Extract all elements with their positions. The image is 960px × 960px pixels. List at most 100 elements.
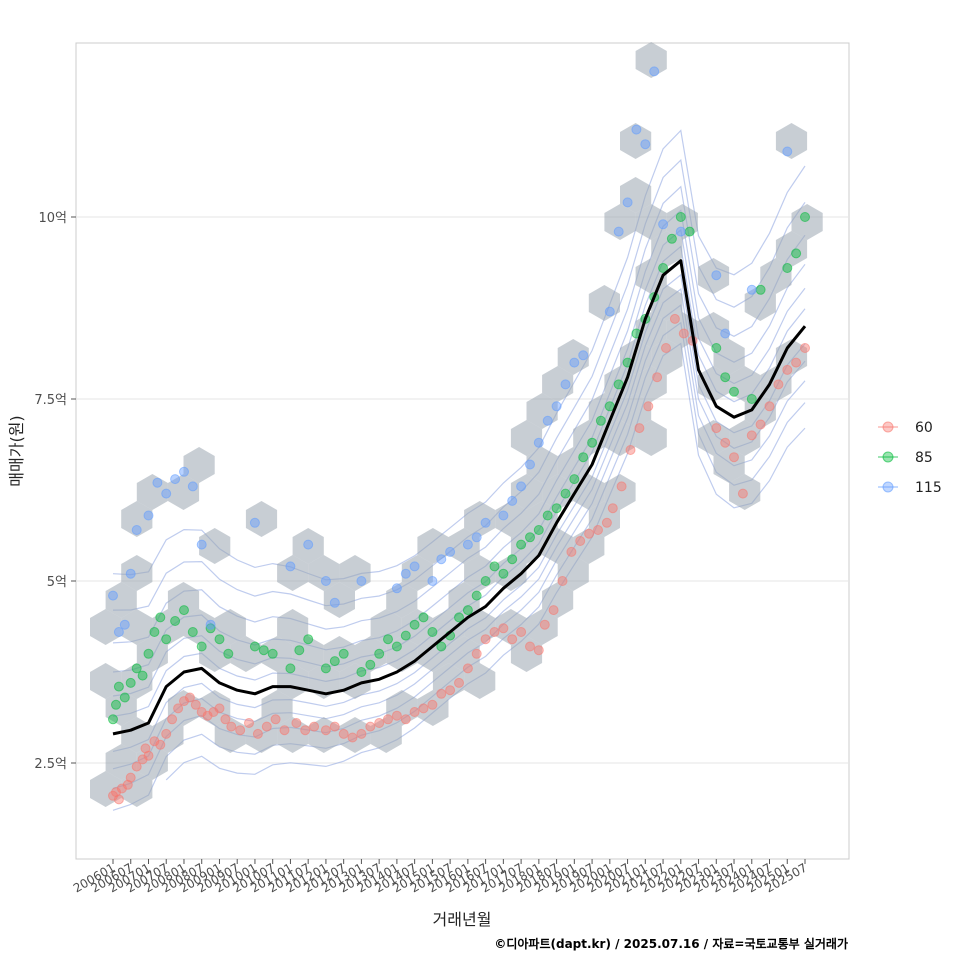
- data-point: [374, 718, 385, 728]
- hexbin-cell: [121, 609, 153, 645]
- data-point: [729, 452, 739, 463]
- data-point: [111, 699, 121, 710]
- data-point: [149, 736, 160, 747]
- data-point: [800, 212, 810, 222]
- hexbin-cell: [651, 285, 683, 321]
- hexbin-cell: [136, 474, 168, 510]
- data-point: [773, 379, 784, 390]
- hexbin-cell: [292, 528, 324, 564]
- hexbin-cell: [183, 447, 215, 483]
- data-point: [584, 528, 595, 539]
- hexbin-cell: [729, 420, 761, 456]
- hexbin-cell: [635, 366, 667, 402]
- y-tick-label: 10억: [38, 211, 67, 226]
- data-point: [548, 605, 559, 616]
- hexbin-cell: [245, 717, 278, 753]
- data-point: [711, 270, 722, 281]
- hexbin-cell: [308, 663, 340, 699]
- data-point: [640, 139, 651, 150]
- data-point: [675, 226, 686, 237]
- data-point: [764, 401, 775, 412]
- data-point: [613, 226, 624, 237]
- data-point: [649, 66, 660, 77]
- hexbin-cell: [620, 177, 652, 213]
- data-point: [131, 663, 142, 674]
- hexbin-cell: [573, 420, 605, 456]
- data-point: [249, 517, 260, 528]
- data-point: [507, 495, 518, 506]
- data-point: [184, 692, 195, 703]
- hexbin-cell: [370, 717, 402, 753]
- data-point: [729, 386, 739, 397]
- data-point: [720, 437, 731, 448]
- hexbin-cell: [323, 582, 355, 618]
- data-point: [755, 284, 766, 295]
- hexbin-cell: [791, 204, 823, 240]
- hexbin-cell: [666, 204, 698, 240]
- data-point: [409, 619, 420, 630]
- hexbin-cell: [495, 501, 527, 537]
- data-point: [179, 466, 189, 477]
- hexbin-cell: [121, 555, 153, 591]
- data-point: [498, 568, 509, 579]
- hexbin-cell: [432, 609, 465, 645]
- data-point: [155, 612, 166, 623]
- x-axis-title: 거래년월: [433, 910, 492, 929]
- data-point: [445, 546, 456, 557]
- data-point: [285, 561, 296, 572]
- data-point: [108, 590, 118, 601]
- data-point: [320, 576, 331, 586]
- data-point: [498, 510, 509, 521]
- data-point: [170, 616, 181, 626]
- data-point: [471, 532, 482, 543]
- data-point: [800, 343, 810, 353]
- data-point: [746, 284, 757, 295]
- data-point: [560, 488, 571, 499]
- data-point: [196, 707, 207, 717]
- data-point: [658, 219, 669, 230]
- data-point: [329, 656, 340, 667]
- data-point: [454, 677, 464, 688]
- data-point: [782, 364, 793, 375]
- data-point: [578, 350, 589, 361]
- data-point: [782, 146, 793, 157]
- hexbin-cell: [510, 474, 543, 510]
- data-point: [119, 619, 130, 630]
- data-point: [516, 481, 527, 492]
- data-point: [525, 641, 535, 652]
- hexbin-cell: [339, 555, 371, 591]
- data-point: [604, 306, 615, 317]
- data-point: [279, 725, 290, 736]
- data-point: [575, 536, 586, 546]
- hexbin-cell: [526, 609, 558, 645]
- legend-swatch-point: [882, 421, 894, 433]
- data-point: [338, 648, 349, 659]
- data-point: [746, 430, 757, 441]
- data-point: [533, 525, 544, 535]
- data-point: [418, 703, 429, 714]
- hexbin-cell: [417, 690, 449, 726]
- hexbin-cell: [713, 447, 745, 483]
- hexbin-cell: [542, 582, 574, 618]
- data-point: [131, 761, 142, 772]
- hexbin-cell: [464, 501, 496, 537]
- data-point: [462, 663, 473, 674]
- data-point: [471, 590, 482, 601]
- data-point: [320, 725, 331, 736]
- data-point: [235, 725, 246, 736]
- data-point: [309, 721, 320, 732]
- data-point: [391, 641, 402, 652]
- y-tick-label: 2.5억: [34, 757, 67, 772]
- data-point: [338, 728, 349, 739]
- hexbin-cell: [90, 663, 122, 699]
- data-point: [391, 583, 402, 594]
- caption: ©디아파트(dapt.kr) / 2025.07.16 / 자료=국토교통부 실…: [494, 936, 848, 951]
- data-point: [622, 197, 633, 208]
- data-point: [400, 568, 411, 579]
- data-point: [595, 415, 606, 426]
- data-point: [427, 627, 438, 637]
- data-point: [507, 554, 518, 565]
- data-point: [569, 474, 580, 485]
- hexbin-cell: [542, 366, 574, 402]
- data-point: [498, 623, 509, 634]
